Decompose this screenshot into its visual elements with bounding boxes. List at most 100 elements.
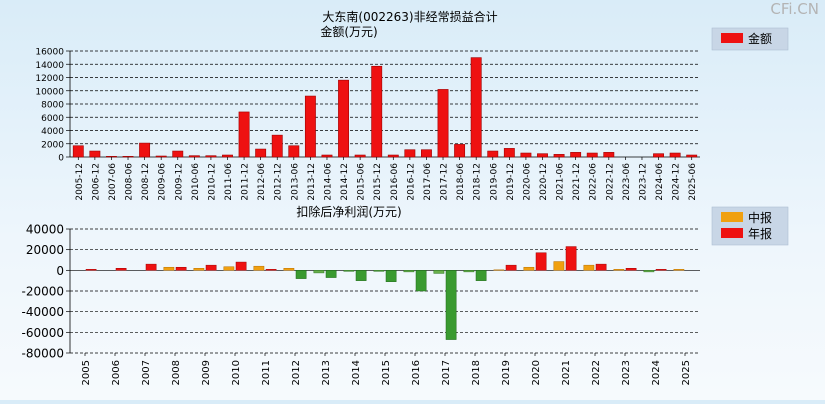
chart1-bar	[205, 155, 217, 158]
chart2-xtick-label: 2017	[441, 360, 452, 385]
chart1-xtick-label: 2018-12	[473, 163, 483, 201]
chart2-xtick-label: 2015	[381, 360, 392, 385]
chart1-xtick-label: 2021-06	[556, 163, 566, 201]
chart2-ytick-label: -20000	[21, 285, 64, 299]
chart1-xtick-label: 2008-12	[141, 163, 151, 201]
chart1-bar	[570, 152, 582, 158]
chart1-xtick-label: 2018-06	[456, 163, 466, 201]
chart1-xtick-label: 2020-12	[539, 163, 549, 201]
chart1-bar	[304, 95, 316, 158]
chart2-legend-label-annual: 年报	[748, 226, 772, 241]
chart2-title: 扣除后净利润(万元)	[296, 204, 401, 219]
chart2-bar-midyear	[403, 270, 415, 273]
chart1-bar	[586, 152, 598, 158]
chart1-xtick-label: 2023-06	[622, 163, 632, 201]
chart1-bar	[421, 149, 432, 158]
chart2-xtick-label: 2020	[531, 360, 542, 385]
chart1-xtick-label: 2020-06	[522, 163, 532, 201]
chart1-bar	[188, 155, 200, 158]
chart1-bar	[603, 152, 615, 158]
chart1-bar	[172, 150, 184, 158]
chart1-xtick-label: 2017-12	[440, 163, 450, 201]
chart1-xtick-label: 2022-12	[605, 163, 615, 201]
chart2-xtick-label: 2005	[81, 360, 92, 385]
chart2-xtick-label: 2021	[561, 360, 572, 385]
chart2-bar-annual	[115, 268, 127, 271]
chart1-bar	[387, 154, 399, 158]
chart2-xtick-label: 2016	[411, 360, 422, 385]
chart1-bar	[122, 156, 134, 158]
chart2-bar-midyear	[673, 269, 685, 271]
chart1-bar	[437, 89, 449, 158]
chart2-bar-annual	[205, 264, 217, 271]
chart2-xtick-label: 2006	[111, 360, 122, 385]
chart2-xtick-label: 2023	[621, 360, 632, 385]
chart1-bar	[222, 154, 233, 158]
chart2-xtick-label: 2018	[471, 360, 482, 385]
chart2-bar-midyear	[313, 270, 325, 274]
chart2-bar-annual	[415, 270, 427, 292]
chart2-ytick-label: 40000	[26, 223, 64, 237]
chart2-xtick-label: 2019	[501, 360, 512, 385]
chart2-bar-midyear	[283, 268, 295, 271]
chart1-bar	[653, 153, 664, 158]
chart2-bar-annual	[265, 269, 277, 271]
chart2-bar-midyear	[223, 266, 235, 271]
chart1-bar	[454, 144, 466, 158]
chart1-bar	[553, 154, 565, 158]
chart1-ytick-label: 16000	[35, 48, 64, 58]
chart1-ytick-label: 14000	[35, 61, 64, 71]
chart2-bar-annual	[235, 261, 247, 271]
chart2-bar-midyear	[553, 261, 565, 271]
chart2-bar-annual	[85, 269, 97, 271]
chart1-bar	[470, 57, 482, 158]
chart2-bar-midyear	[463, 270, 475, 273]
chart2-bar-annual	[625, 268, 637, 271]
chart1-xtick-label: 2016-06	[390, 163, 400, 201]
chart1-xtick-label: 2013-12	[307, 163, 317, 201]
chart1-title: 大东南(002263)非经常损益合计	[322, 9, 497, 24]
chart1-ytick-label: 4000	[41, 127, 64, 137]
chart1-xtick-label: 2012-12	[274, 163, 284, 201]
chart2-bar-annual	[355, 270, 367, 281]
chart1-xtick-label: 2019-06	[489, 163, 499, 201]
chart2-bar-midyear	[193, 268, 205, 271]
chart1-bar	[503, 148, 515, 158]
chart2-bar-annual	[145, 263, 157, 271]
chart1-xtick-label: 2006-12	[91, 163, 101, 201]
chart1-xtick-label: 2007-06	[108, 163, 118, 201]
chart1-bar	[487, 150, 499, 158]
chart2-xtick-label: 2024	[651, 360, 662, 385]
chart2-bar-midyear	[643, 270, 655, 273]
chart1-legend-swatch	[721, 33, 743, 43]
chart1-bar	[238, 111, 250, 158]
chart1-xtick-label: 2015-06	[357, 163, 367, 201]
chart1-xtick-label: 2025-06	[688, 163, 698, 201]
chart2-xtick-label: 2013	[321, 360, 332, 385]
chart2-ytick-label: -60000	[21, 326, 64, 340]
chart2-bar-annual	[505, 264, 517, 271]
chart1-ylabel: 金额(万元)	[320, 24, 377, 39]
watermark: CFi.CN	[770, 0, 819, 18]
chart1-xtick-label: 2012-06	[257, 163, 267, 201]
chart2-bar-midyear	[613, 269, 625, 271]
chart1-xtick-label: 2015-12	[373, 163, 383, 201]
chart1-ytick-label: 6000	[41, 114, 64, 124]
chart2-xtick-label: 2012	[291, 360, 302, 385]
chart2-bar-midyear	[373, 270, 385, 272]
chart2-bar-midyear	[343, 270, 355, 272]
chart1-ytick-label: 10000	[35, 87, 64, 97]
chart1-bar	[371, 65, 383, 158]
chart2-bar-annual	[325, 270, 337, 278]
chart1-bar	[106, 156, 117, 158]
chart1-xtick-label: 2016-12	[406, 163, 416, 201]
chart1-xtick-label: 2019-12	[506, 163, 516, 201]
chart1-ytick-label: 8000	[41, 101, 64, 111]
chart2-bar-midyear	[253, 265, 265, 271]
chart1-xtick-label: 2017-06	[423, 163, 433, 201]
chart2-bar-midyear	[163, 266, 175, 271]
chart2-bar-annual	[295, 270, 307, 279]
chart2-bar-annual	[565, 246, 577, 271]
chart2-ytick-label: 0	[56, 264, 64, 278]
chart1-legend-label: 金额	[748, 31, 772, 46]
